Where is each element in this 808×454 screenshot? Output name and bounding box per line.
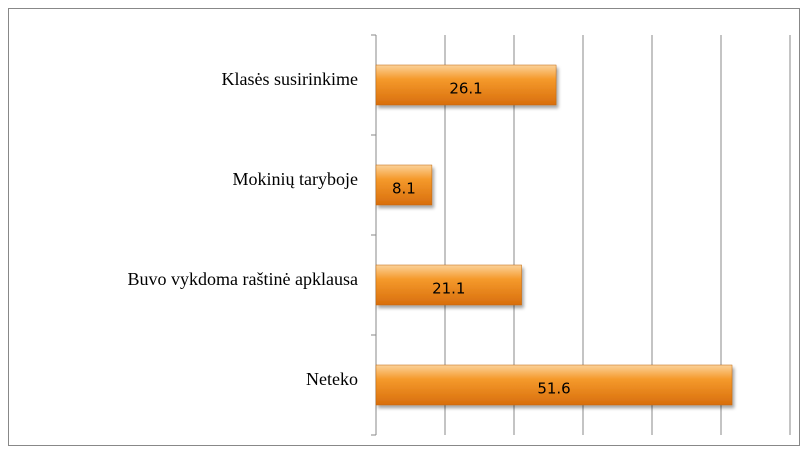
bar: [375, 164, 433, 206]
bar: [375, 264, 522, 306]
y-tick-label: Neteko: [306, 369, 358, 389]
y-tick-label: Klasės susirinkime: [222, 69, 359, 89]
data-label: 26.1: [449, 80, 482, 98]
y-tick-label: Mokinių taryboje: [233, 169, 358, 189]
data-label: 21.1: [432, 280, 465, 298]
data-label: 8.1: [392, 180, 416, 198]
bar: [375, 64, 557, 106]
data-label: 51.6: [537, 380, 570, 398]
y-tick-label: Buvo vykdoma raštinė apklausa: [128, 269, 358, 289]
bar: [375, 364, 733, 406]
